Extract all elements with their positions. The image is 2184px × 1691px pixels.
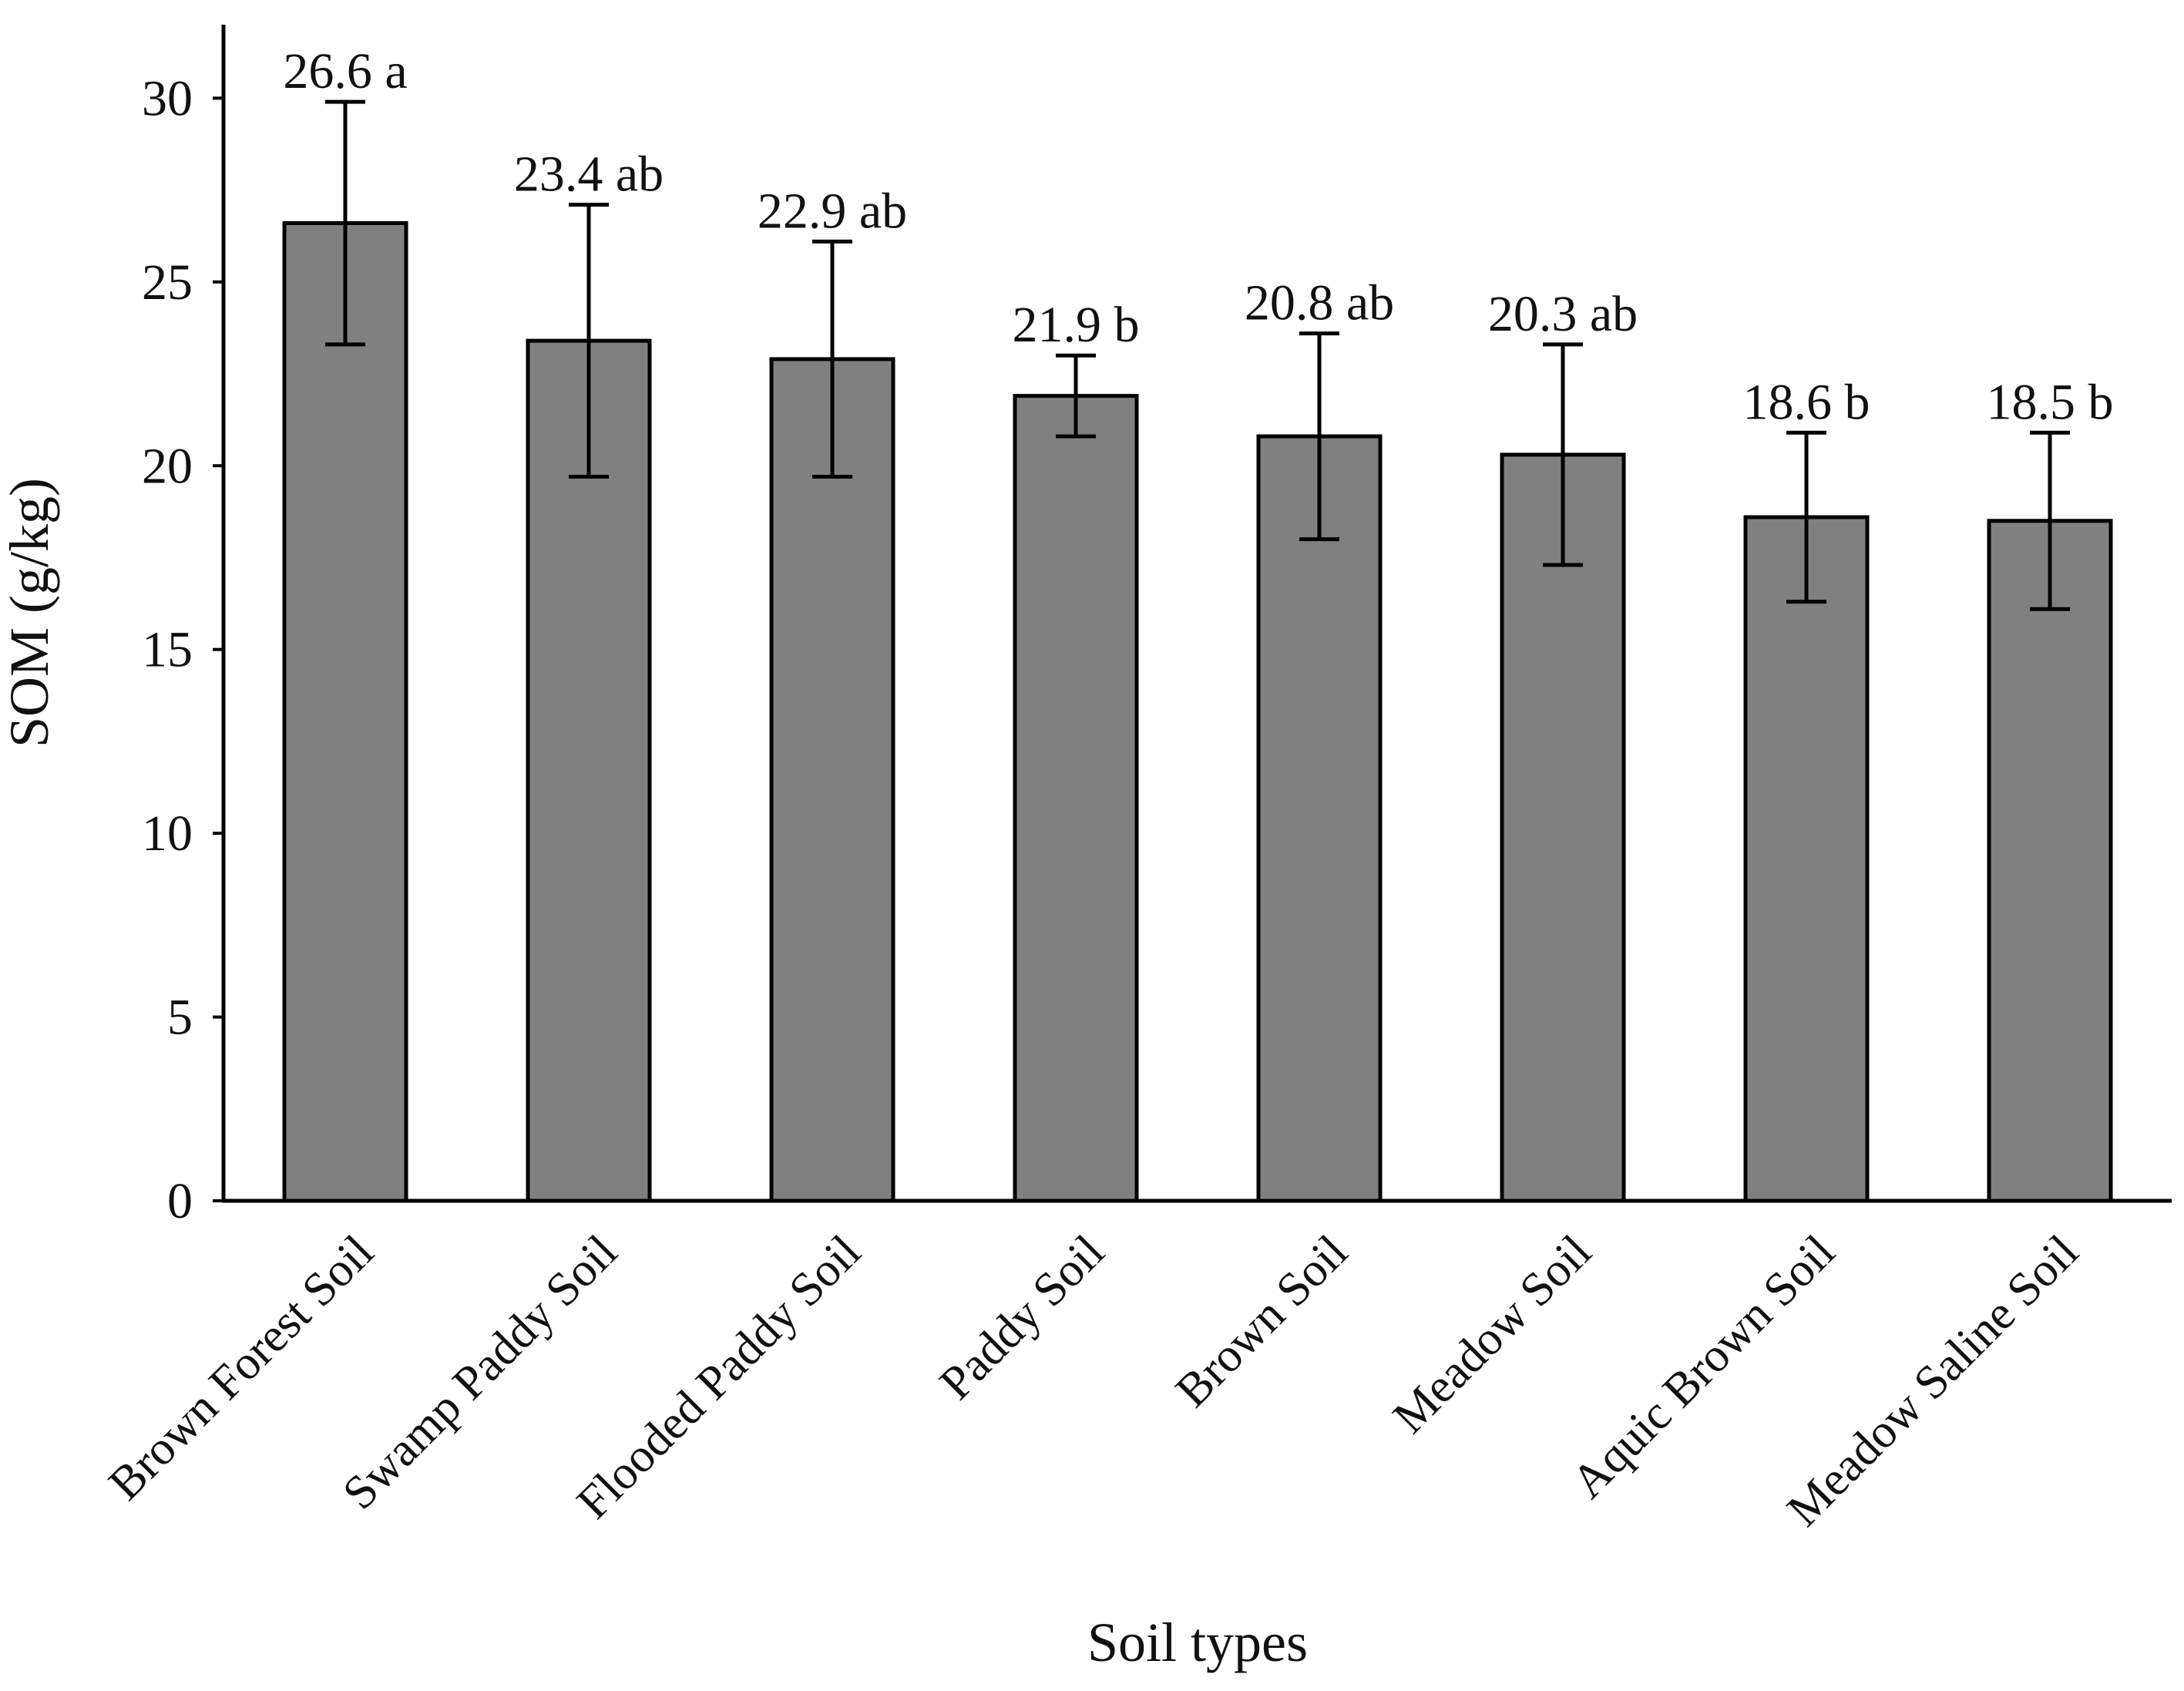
data-label: 21.9 b <box>1013 297 1140 353</box>
data-label: 20.3 ab <box>1488 286 1638 342</box>
y-tick-label: 10 <box>142 805 193 862</box>
x-tick-label: Brown Forest Soil <box>99 1225 384 1511</box>
bar <box>1743 515 1870 1203</box>
x-tick-label: Paddy Soil <box>930 1225 1114 1410</box>
data-label: 20.8 ab <box>1245 275 1394 331</box>
bar <box>1500 452 1626 1203</box>
y-tick-label: 20 <box>142 438 193 494</box>
bar <box>1987 519 2113 1203</box>
x-tick-label: Brown Soil <box>1166 1225 1358 1417</box>
y-tick-label: 15 <box>142 622 193 678</box>
data-label: 23.4 ab <box>514 146 664 203</box>
x-tick-label: Meadow Soil <box>1383 1225 1601 1444</box>
bar <box>769 357 895 1203</box>
data-label: 26.6 a <box>283 43 407 99</box>
y-axis-title: SOM (g/kg) <box>0 478 60 748</box>
data-label: 22.9 ab <box>758 183 907 239</box>
bar <box>526 338 652 1203</box>
x-axis-title: Soil types <box>1087 1612 1308 1673</box>
y-tick-label: 30 <box>142 70 193 126</box>
bar <box>282 221 408 1203</box>
y-tick-label: 25 <box>142 254 193 311</box>
y-tick-label: 5 <box>167 990 193 1046</box>
bar <box>1256 434 1383 1203</box>
data-label: 18.5 b <box>1987 374 2114 430</box>
x-tick-label: Aquic Brown Soil <box>1562 1225 1845 1508</box>
data-label: 18.6 b <box>1743 374 1870 430</box>
y-tick-label: 0 <box>167 1173 193 1229</box>
bar <box>1013 394 1139 1203</box>
